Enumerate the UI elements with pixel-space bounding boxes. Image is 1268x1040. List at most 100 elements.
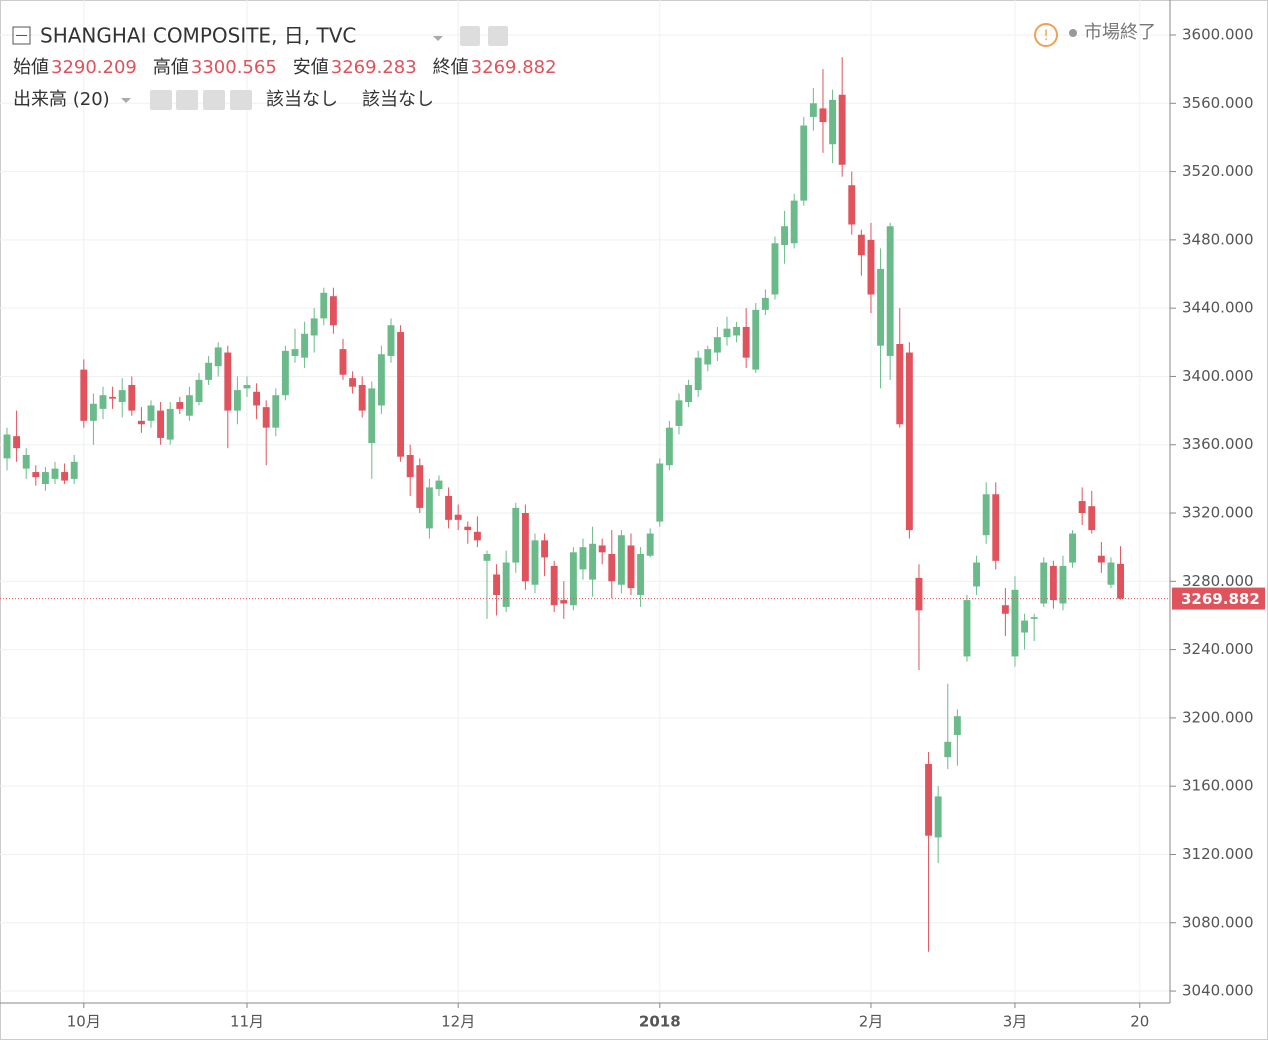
candle-body (1069, 533, 1077, 563)
market-status: 市場終了 (1084, 22, 1156, 43)
remove-icon[interactable] (230, 90, 252, 110)
candle-body (704, 349, 712, 365)
status-dot (1069, 29, 1077, 37)
candle-body (435, 480, 443, 490)
candle-body (166, 408, 174, 440)
candle-body (1040, 562, 1048, 604)
candle-body (781, 226, 789, 245)
candle-body (1078, 501, 1086, 514)
candle-body (339, 349, 347, 375)
candle-body (953, 716, 961, 735)
candle-body (406, 454, 414, 478)
eye-icon[interactable] (150, 90, 172, 110)
candle-body (646, 533, 654, 556)
dropdown-icon[interactable] (121, 98, 131, 103)
candle-body (637, 553, 645, 595)
candle-body (589, 543, 597, 580)
candle-body (22, 454, 30, 469)
candle-body (483, 553, 491, 561)
candle-body (454, 514, 462, 520)
candle-body (521, 513, 529, 582)
candle-body (838, 94, 846, 165)
candle-body (176, 402, 184, 409)
alert-icon[interactable] (1034, 23, 1058, 47)
candle-body (905, 352, 913, 531)
candle-body (128, 384, 136, 411)
candle-body (464, 526, 472, 531)
candle-body (368, 388, 376, 444)
candle-body (560, 600, 568, 604)
candle-body (867, 239, 875, 295)
candle-body (771, 243, 779, 295)
candle-body (397, 332, 405, 457)
candle-body (416, 465, 424, 508)
candle-body (3, 434, 11, 459)
candle-body (531, 540, 539, 585)
candle-body (675, 400, 683, 426)
y-tick-label: 3160.000 (1182, 777, 1254, 795)
candle-body (1107, 562, 1115, 585)
candle-body (13, 436, 21, 449)
candle-body (512, 507, 520, 563)
candle-body (51, 468, 59, 479)
y-tick-label: 3240.000 (1182, 640, 1254, 658)
candle-body (934, 796, 942, 838)
candle-body (963, 600, 971, 657)
candle-body (982, 494, 990, 536)
candle-body (502, 562, 510, 607)
candle-body (1049, 565, 1057, 601)
y-tick-label: 3480.000 (1182, 230, 1254, 248)
last-price-tag (1172, 587, 1265, 610)
candle-body (445, 495, 453, 520)
candle-body (723, 328, 731, 338)
candle-body (118, 390, 126, 403)
candle-body (89, 403, 97, 421)
x-tick-label: 10月 (67, 1013, 101, 1031)
candle-body (790, 200, 798, 244)
candle-body (281, 350, 289, 396)
dropdown-icon[interactable] (433, 36, 443, 41)
y-tick-label: 3280.000 (1182, 572, 1254, 590)
settings-icon[interactable] (488, 26, 508, 46)
candle-body (358, 384, 366, 411)
candle-body (809, 103, 817, 117)
candle-body (761, 297, 769, 310)
eye-icon[interactable] (460, 26, 480, 46)
y-tick-label: 3600.000 (1182, 25, 1254, 43)
collapse-icon[interactable] (12, 26, 31, 45)
candle-body (713, 337, 721, 353)
candle-body (877, 268, 885, 346)
na-label: 該当なし (362, 89, 434, 110)
candle-body (752, 309, 760, 370)
ohlc-value: 3269.283 (331, 57, 417, 78)
candle-body (1021, 620, 1029, 633)
candles (0, 57, 1170, 952)
candle-body (973, 562, 981, 587)
candle-body (291, 349, 299, 356)
candle-body (310, 318, 318, 336)
candle-body (733, 326, 741, 336)
candle-body (550, 565, 558, 606)
candle-body (742, 326, 750, 358)
x-tick-label: 2018 (639, 1013, 681, 1031)
candle-body (992, 494, 1000, 561)
ohlc-name: 高値 (153, 57, 189, 78)
candle-body (915, 577, 923, 611)
candle-body (214, 347, 222, 367)
add-icon[interactable] (203, 90, 225, 110)
y-tick-label: 3520.000 (1182, 162, 1254, 180)
candle-body (896, 344, 904, 425)
candle-body (656, 463, 664, 522)
candle-body (598, 545, 606, 553)
ohlc-legend: 始値 3290.209 高値 3300.565 安値 3269.283 終値 3269.882 (13, 57, 557, 78)
settings-icon[interactable] (176, 90, 198, 110)
candle-body (665, 427, 673, 466)
x-tick-label: 2月 (859, 1013, 884, 1031)
candle-body (800, 125, 808, 201)
last-price-label: 3269.882 (1181, 590, 1260, 608)
ohlc-value: 3290.209 (51, 57, 137, 78)
candle-body (1001, 605, 1009, 614)
ohlc-value: 3269.882 (471, 57, 557, 78)
